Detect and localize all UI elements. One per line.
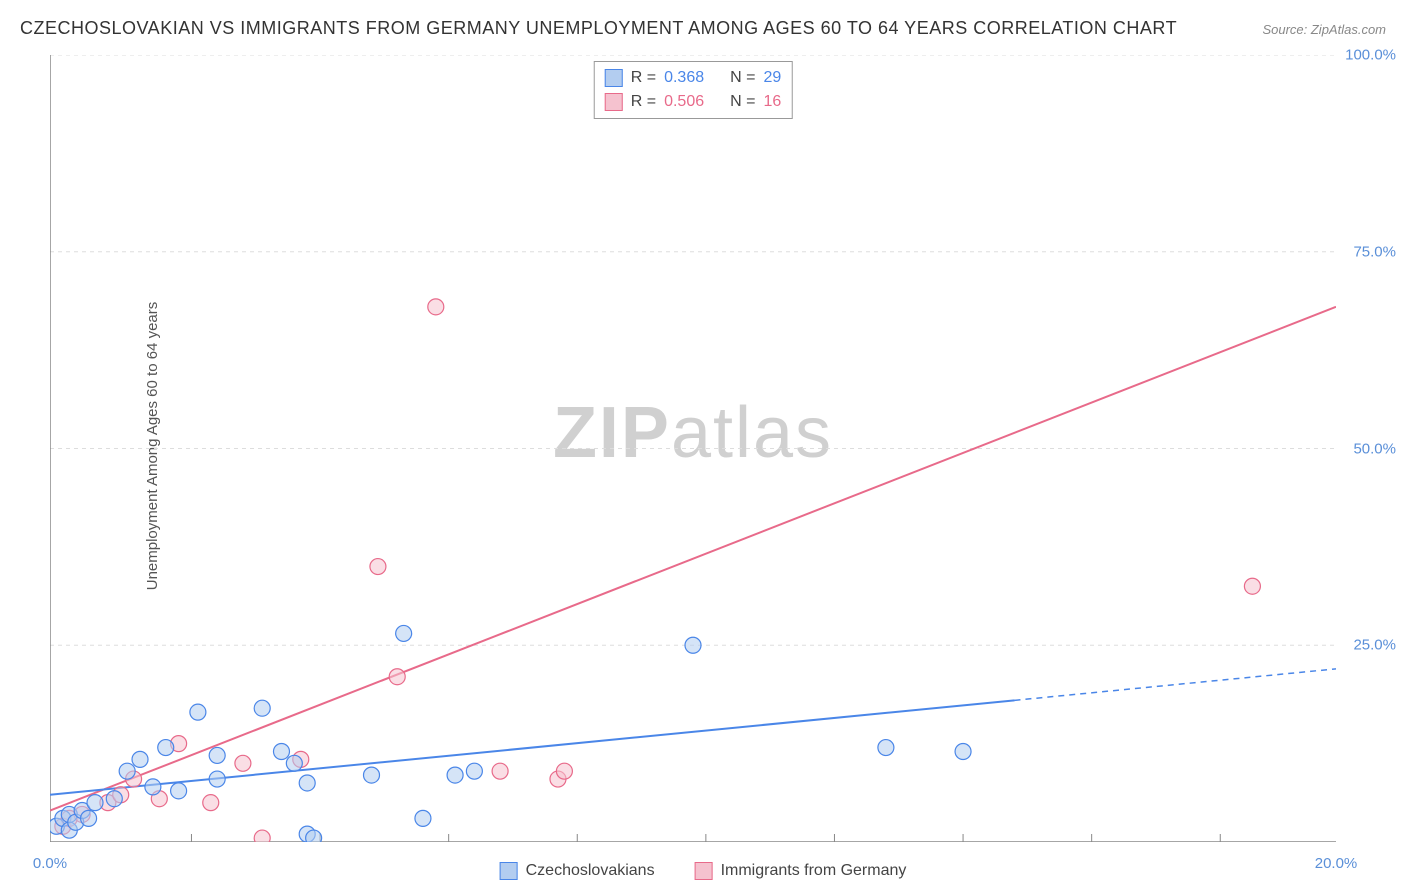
legend-label-series2: Immigrants from Germany [721,862,907,880]
scatter-plot [50,55,1336,842]
y-tick-label: 25.0% [1353,637,1396,654]
source-attribution: Source: ZipAtlas.com [1262,22,1386,37]
r-value-series2: 0.506 [664,90,704,114]
legend-item-series2: Immigrants from Germany [695,862,907,880]
legend-label-series1: Czechoslovakians [526,862,655,880]
y-tick-label: 100.0% [1345,47,1396,64]
x-tick-label: 20.0% [1315,855,1358,872]
swatch-series2 [605,93,623,111]
r-label: R = [631,66,656,90]
y-tick-label: 75.0% [1353,243,1396,260]
r-label: R = [631,90,656,114]
n-label: N = [730,90,755,114]
swatch-series1 [500,862,518,880]
chart-area: ZIPatlas R = 0.368 N = 29 R = 0.506 N = … [50,55,1336,842]
chart-title: CZECHOSLOVAKIAN VS IMMIGRANTS FROM GERMA… [20,18,1177,39]
n-label: N = [730,66,755,90]
r-value-series1: 0.368 [664,66,704,90]
x-tick-label: 0.0% [33,855,67,872]
swatch-series1 [605,69,623,87]
y-tick-label: 50.0% [1353,440,1396,457]
n-value-series1: 29 [763,66,781,90]
bottom-legend: Czechoslovakians Immigrants from Germany [500,862,907,880]
swatch-series2 [695,862,713,880]
stats-legend: R = 0.368 N = 29 R = 0.506 N = 16 [594,61,793,119]
legend-item-series1: Czechoslovakians [500,862,655,880]
n-value-series2: 16 [763,90,781,114]
stats-row-series2: R = 0.506 N = 16 [605,90,782,114]
stats-row-series1: R = 0.368 N = 29 [605,66,782,90]
